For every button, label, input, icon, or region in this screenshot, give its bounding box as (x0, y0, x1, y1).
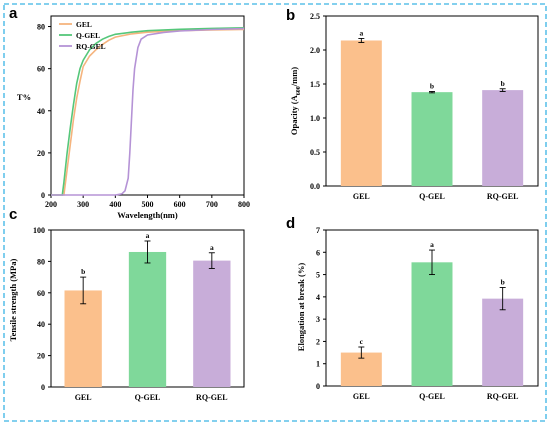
panel-label: d (286, 215, 295, 232)
y-tick-label: 1.5 (310, 80, 320, 89)
y-tick-label: 100 (33, 226, 45, 235)
bar-q-gel (411, 92, 453, 186)
x-category-label: GEL (75, 393, 92, 402)
y-tick-label: 80 (37, 257, 45, 266)
significance-letter: b (81, 267, 85, 276)
x-category-label: Q-GEL (419, 192, 445, 201)
x-tick-label: 800 (238, 200, 250, 209)
panel-d: d 0 1 2 3 4 5 6 7 c GEL a Q-GEL b RQ-GEL Elongation at … (286, 215, 539, 401)
series-line-gel (51, 28, 245, 196)
x-tick-label: 700 (206, 200, 218, 209)
y-tick-label: 4 (316, 293, 320, 302)
x-category-label: GEL (353, 192, 370, 201)
y-tick-label: 2 (316, 337, 320, 346)
bar-gel (340, 40, 382, 187)
panel-label: a (9, 5, 18, 22)
panel-a: a 200 300 400 500 600 700 800 0 20 40 60 80 Wavelengt… (9, 5, 250, 220)
y-tick-label: 2.5 (310, 12, 320, 21)
x-category-label: RQ-GEL (196, 393, 228, 402)
x-category-label: Q-GEL (135, 393, 161, 402)
legend-label: RQ-GEL (76, 42, 106, 51)
legend-label: GEL (76, 20, 92, 29)
x-tick-label: 400 (109, 200, 121, 209)
bar-rq-gel (482, 90, 524, 186)
y-tick-label: 0 (41, 383, 45, 392)
panel-label: c (9, 206, 17, 223)
x-tick-label: 200 (45, 200, 57, 209)
bar-gel (64, 290, 102, 387)
significance-letter: a (210, 243, 214, 252)
significance-letter: a (146, 231, 150, 240)
y-axis-label: T% (17, 92, 31, 102)
x-tick-label: 600 (174, 200, 186, 209)
panel-b: b 0.0 0.5 1.0 1.5 2.0 2.5 a GEL b Q-GEL b RQ-GEL Opac… (286, 7, 539, 201)
x-category-label: RQ-GEL (487, 192, 519, 201)
panel-label: b (286, 7, 295, 24)
significance-letter: b (430, 81, 434, 90)
bar-q-gel (411, 262, 453, 386)
series-line-rq-gel (51, 27, 245, 196)
x-tick-label: 300 (77, 200, 89, 209)
significance-letter: a (359, 28, 363, 37)
y-tick-label: 0 (316, 382, 320, 391)
x-axis-label: Wavelength(nm) (117, 210, 178, 220)
series-line-q-gel (51, 27, 245, 196)
significance-letter: b (501, 277, 505, 286)
y-tick-label: 20 (37, 149, 45, 158)
y-axis-label: Tensile strength (MPa) (8, 259, 18, 342)
y-tick-label: 40 (37, 320, 45, 329)
x-category-label: Q-GEL (419, 392, 445, 401)
x-category-label: RQ-GEL (487, 392, 519, 401)
y-tick-label: 0 (41, 191, 45, 200)
y-tick-label: 20 (37, 352, 45, 361)
y-tick-label: 60 (37, 289, 45, 298)
y-tick-label: 80 (37, 23, 45, 32)
x-tick-label: 500 (142, 200, 154, 209)
x-category-label: GEL (353, 392, 370, 401)
y-tick-label: 1 (316, 360, 320, 369)
y-tick-label: 60 (37, 65, 45, 74)
significance-letter: b (501, 79, 505, 88)
y-tick-label: 2.0 (310, 46, 320, 55)
y-tick-label: 3 (316, 315, 320, 324)
y-tick-label: 0.0 (310, 182, 320, 191)
y-axis-label: Elongation at break (%) (296, 263, 306, 352)
bar-rq-gel (193, 260, 231, 387)
y-tick-label: 1.0 (310, 114, 320, 123)
y-tick-label: 5 (316, 271, 320, 280)
y-tick-label: 7 (316, 226, 320, 235)
legend-label: Q-GEL (76, 31, 100, 40)
y-tick-label: 0.5 (310, 148, 320, 157)
panel-c: c 0 20 40 60 80 100 b GEL a Q-GEL a RQ-GEL Tensile st… (8, 206, 245, 402)
bar-rq-gel (482, 298, 524, 386)
y-tick-label: 40 (37, 107, 45, 116)
y-axis-label: Opacity (A600/mm) (289, 67, 302, 135)
bar-q-gel (128, 251, 167, 387)
significance-letter: c (360, 337, 364, 346)
y-tick-label: 6 (316, 248, 320, 257)
significance-letter: a (430, 240, 434, 249)
